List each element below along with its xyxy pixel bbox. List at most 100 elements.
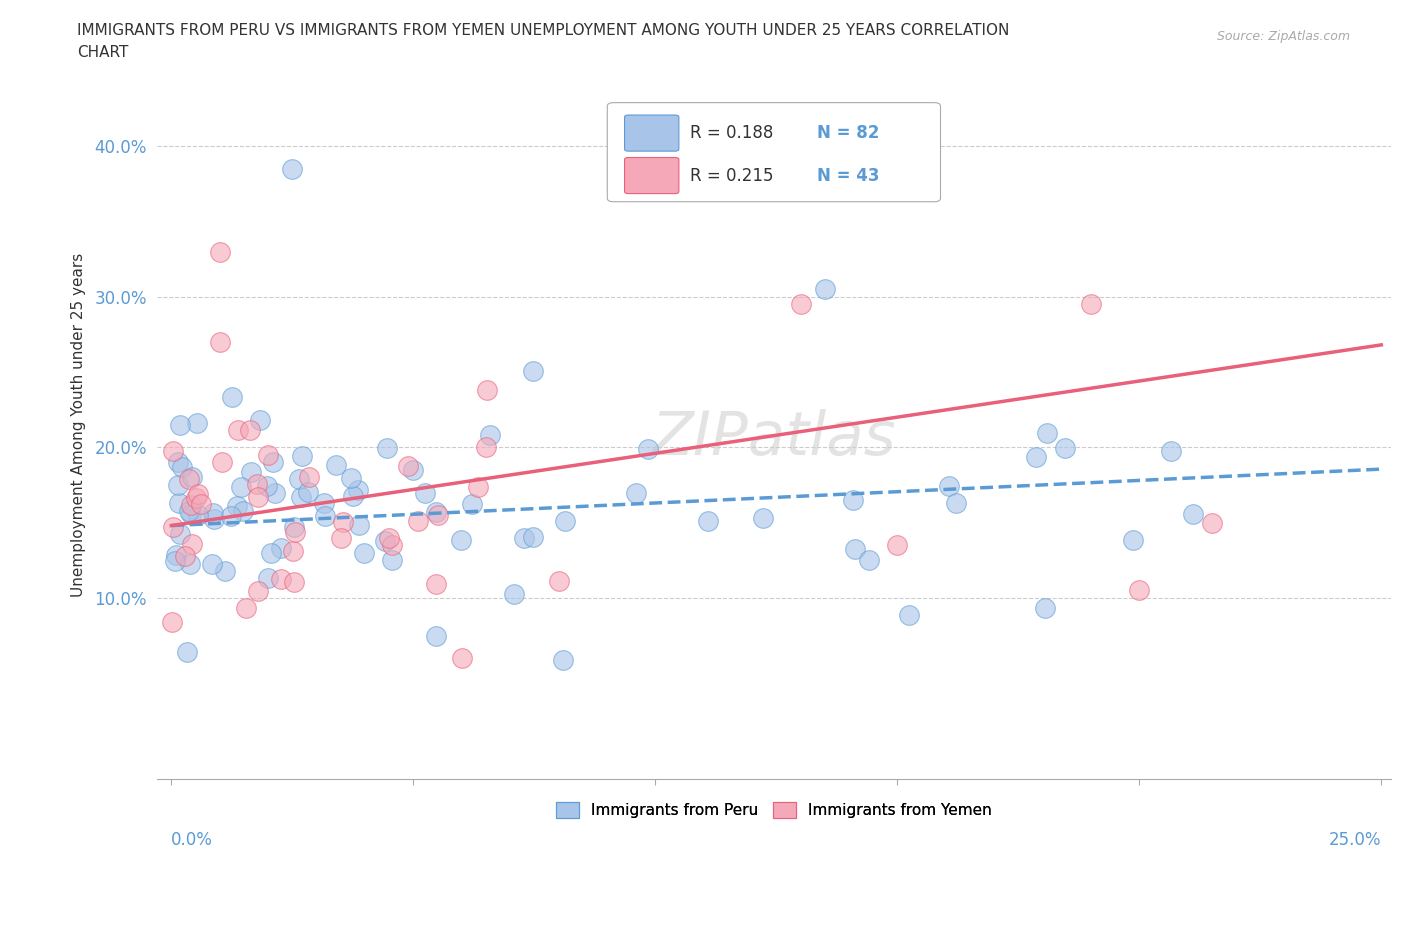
- Point: [945, 496, 967, 511]
- Text: N = 82: N = 82: [817, 124, 880, 142]
- Point: [554, 513, 576, 528]
- Point: [502, 587, 524, 602]
- Point: [288, 472, 311, 486]
- Point: [226, 422, 249, 437]
- Point: [624, 485, 647, 500]
- Point: [814, 282, 837, 297]
- Point: [260, 546, 283, 561]
- Point: [163, 554, 186, 569]
- Point: [270, 572, 292, 587]
- Point: [1122, 533, 1144, 548]
- Point: [181, 470, 204, 485]
- Point: [290, 448, 312, 463]
- Point: [221, 390, 243, 405]
- Point: [637, 442, 659, 457]
- Point: [186, 490, 208, 505]
- Point: [167, 496, 190, 511]
- Point: [167, 477, 190, 492]
- Point: [187, 508, 209, 523]
- Point: [246, 476, 269, 491]
- Point: [226, 498, 249, 513]
- Point: [349, 518, 371, 533]
- Point: [478, 428, 501, 443]
- Point: [257, 447, 280, 462]
- Point: [425, 628, 447, 643]
- Point: [402, 462, 425, 477]
- Text: ZIPatlas: ZIPatlas: [651, 409, 896, 469]
- Point: [284, 525, 307, 539]
- Point: [290, 489, 312, 504]
- Point: [297, 485, 319, 499]
- Point: [298, 470, 321, 485]
- Point: [547, 573, 569, 588]
- Point: [169, 526, 191, 541]
- Point: [406, 514, 429, 529]
- Point: [1054, 441, 1077, 456]
- Point: [283, 519, 305, 534]
- Text: R = 0.188: R = 0.188: [690, 124, 773, 142]
- Point: [249, 413, 271, 428]
- Point: [162, 520, 184, 535]
- Point: [170, 459, 193, 474]
- Point: [235, 600, 257, 615]
- FancyBboxPatch shape: [624, 115, 679, 152]
- Point: [375, 441, 398, 456]
- Point: [886, 538, 908, 552]
- Point: [450, 651, 472, 666]
- Point: [169, 418, 191, 432]
- Point: [166, 454, 188, 469]
- Point: [180, 537, 202, 551]
- Point: [374, 534, 396, 549]
- Point: [240, 464, 263, 479]
- Point: [353, 546, 375, 561]
- Point: [160, 614, 183, 629]
- Point: [174, 549, 197, 564]
- Point: [239, 422, 262, 437]
- Point: [325, 457, 347, 472]
- Point: [426, 508, 449, 523]
- FancyBboxPatch shape: [607, 102, 941, 202]
- Point: [187, 486, 209, 501]
- Point: [378, 530, 401, 545]
- Point: [262, 455, 284, 470]
- FancyBboxPatch shape: [624, 157, 679, 193]
- Point: [177, 504, 200, 519]
- Point: [841, 493, 863, 508]
- Point: [314, 509, 336, 524]
- Point: [256, 479, 278, 494]
- Text: CHART: CHART: [77, 45, 129, 60]
- Point: [413, 485, 436, 500]
- Point: [257, 571, 280, 586]
- Y-axis label: Unemployment Among Youth under 25 years: Unemployment Among Youth under 25 years: [72, 253, 86, 597]
- Point: [179, 556, 201, 571]
- Point: [211, 455, 233, 470]
- Point: [202, 506, 225, 521]
- Text: R = 0.215: R = 0.215: [690, 166, 773, 184]
- Point: [208, 335, 231, 350]
- Point: [696, 513, 718, 528]
- Text: 25.0%: 25.0%: [1329, 831, 1381, 849]
- Point: [179, 472, 201, 486]
- Point: [381, 538, 404, 552]
- Point: [1033, 601, 1056, 616]
- Point: [396, 458, 419, 473]
- Point: [214, 564, 236, 578]
- Point: [270, 540, 292, 555]
- Point: [347, 483, 370, 498]
- Point: [553, 652, 575, 667]
- Point: [342, 488, 364, 503]
- Point: [1182, 506, 1205, 521]
- Point: [200, 556, 222, 571]
- Point: [1201, 515, 1223, 530]
- Point: [162, 444, 184, 458]
- Point: [247, 583, 270, 598]
- Point: [522, 530, 544, 545]
- Point: [190, 497, 212, 512]
- Point: [513, 531, 536, 546]
- Point: [176, 644, 198, 659]
- Point: [332, 515, 354, 530]
- Point: [1080, 297, 1102, 312]
- Point: [425, 504, 447, 519]
- Point: [229, 480, 252, 495]
- Point: [180, 498, 202, 512]
